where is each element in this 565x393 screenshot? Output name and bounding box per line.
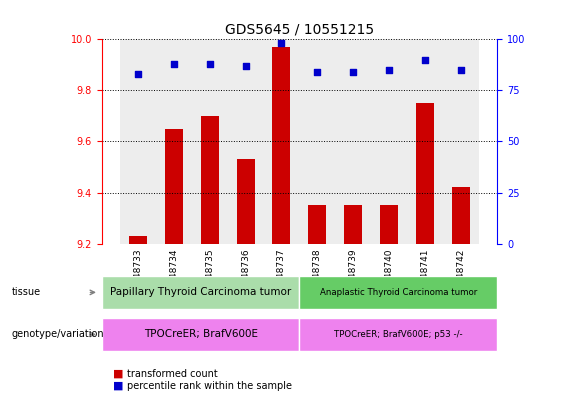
Bar [192, 39, 228, 244]
Bar [416, 103, 434, 244]
Text: TPOCreER; BrafV600E; p53 -/-: TPOCreER; BrafV600E; p53 -/- [334, 330, 463, 339]
Text: percentile rank within the sample: percentile rank within the sample [127, 381, 292, 391]
Bar [452, 187, 470, 244]
Text: tissue: tissue [11, 287, 41, 298]
Bar [120, 39, 155, 244]
Text: Papillary Thyroid Carcinoma tumor: Papillary Thyroid Carcinoma tumor [110, 287, 291, 298]
Title: GDS5645 / 10551215: GDS5645 / 10551215 [225, 23, 374, 37]
Bar [129, 236, 147, 244]
Bar [345, 205, 362, 244]
Text: ■: ■ [113, 381, 124, 391]
Text: genotype/variation: genotype/variation [11, 329, 104, 340]
Text: Anaplastic Thyroid Carcinoma tumor: Anaplastic Thyroid Carcinoma tumor [320, 288, 477, 297]
Bar [272, 47, 290, 244]
Point [313, 69, 322, 75]
Bar [201, 116, 219, 244]
Point [241, 63, 250, 69]
Text: TPOCreER; BrafV600E: TPOCreER; BrafV600E [144, 329, 258, 340]
Bar [228, 39, 263, 244]
Point [385, 67, 394, 73]
Bar [380, 205, 398, 244]
Point [277, 40, 286, 46]
Bar [308, 205, 327, 244]
Bar [164, 129, 182, 244]
Bar [371, 39, 407, 244]
Bar [299, 39, 336, 244]
Bar [407, 39, 444, 244]
Text: ■: ■ [113, 369, 124, 379]
Point [457, 67, 466, 73]
Point [349, 69, 358, 75]
Bar [155, 39, 192, 244]
Point [169, 61, 178, 67]
Point [421, 57, 430, 63]
Text: transformed count: transformed count [127, 369, 218, 379]
Bar [444, 39, 479, 244]
Point [205, 61, 214, 67]
Point [133, 71, 142, 77]
Bar [263, 39, 299, 244]
Bar [336, 39, 371, 244]
Bar [237, 159, 254, 244]
